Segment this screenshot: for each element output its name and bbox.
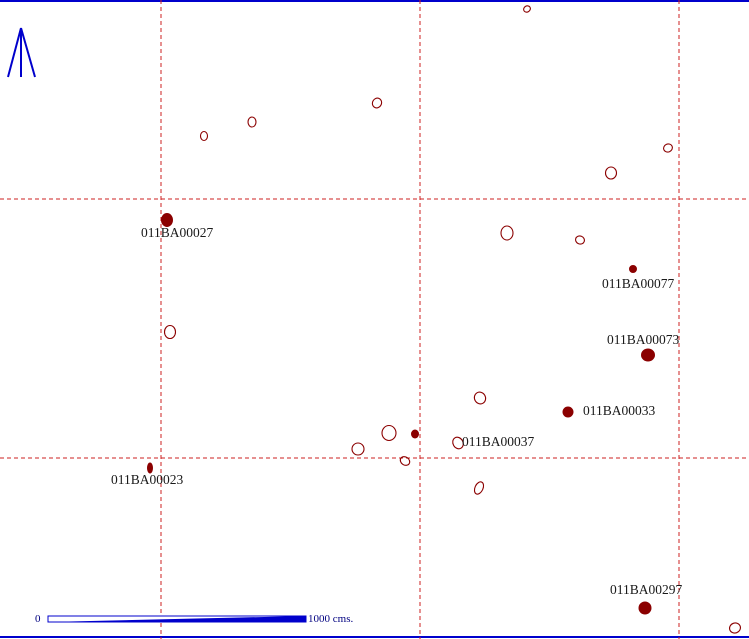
tree-marker[interactable] [381, 424, 397, 442]
scale-bar-fill [48, 616, 306, 622]
tree-marker[interactable] [728, 621, 742, 634]
tree-marker[interactable] [371, 97, 383, 110]
tree-marker[interactable] [473, 480, 486, 495]
tree-marker-011ba00073[interactable] [641, 348, 655, 362]
tree-marker[interactable] [574, 235, 585, 246]
tree-label-297: 011BA00297 [610, 582, 683, 597]
tree-marker-011ba00033[interactable] [562, 406, 574, 418]
tree-labels: 011BA00027 011BA00077 011BA00073 011BA00… [111, 225, 683, 597]
tree-marker[interactable] [522, 5, 531, 14]
tree-marker[interactable] [399, 455, 412, 467]
tree-label-073: 011BA00073 [607, 332, 680, 347]
tree-marker-011ba00037[interactable] [411, 429, 419, 439]
tree-label-027: 011BA00027 [141, 225, 214, 240]
tree-marker[interactable] [163, 324, 177, 340]
tree-marker-011ba00077[interactable] [629, 265, 637, 273]
tree-marker[interactable] [472, 390, 488, 406]
scale-bar: 0 1000 cms. [35, 613, 353, 625]
tree-marker[interactable] [451, 435, 466, 450]
unlabeled-trees [163, 5, 742, 634]
tree-marker[interactable] [247, 116, 257, 128]
tree-marker-011ba00297[interactable] [638, 601, 652, 615]
tree-label-077: 011BA00077 [602, 276, 675, 291]
north-arrow-icon [7, 27, 36, 78]
tree-marker[interactable] [662, 142, 674, 153]
tree-label-037: 011BA00037 [462, 434, 535, 449]
labeled-trees [147, 213, 655, 615]
tree-marker-011ba00027[interactable] [161, 213, 173, 227]
tree-label-023: 011BA00023 [111, 472, 184, 487]
scale-bar-start-label: 0 [35, 613, 41, 625]
tree-marker[interactable] [351, 442, 365, 456]
tree-marker[interactable] [604, 166, 618, 180]
tree-label-033: 011BA00033 [583, 403, 656, 418]
tree-marker-011ba00023[interactable] [147, 462, 153, 474]
tree-marker[interactable] [199, 130, 209, 142]
tree-marker[interactable] [500, 225, 514, 241]
scale-bar-end-label: 1000 cms. [308, 613, 353, 625]
